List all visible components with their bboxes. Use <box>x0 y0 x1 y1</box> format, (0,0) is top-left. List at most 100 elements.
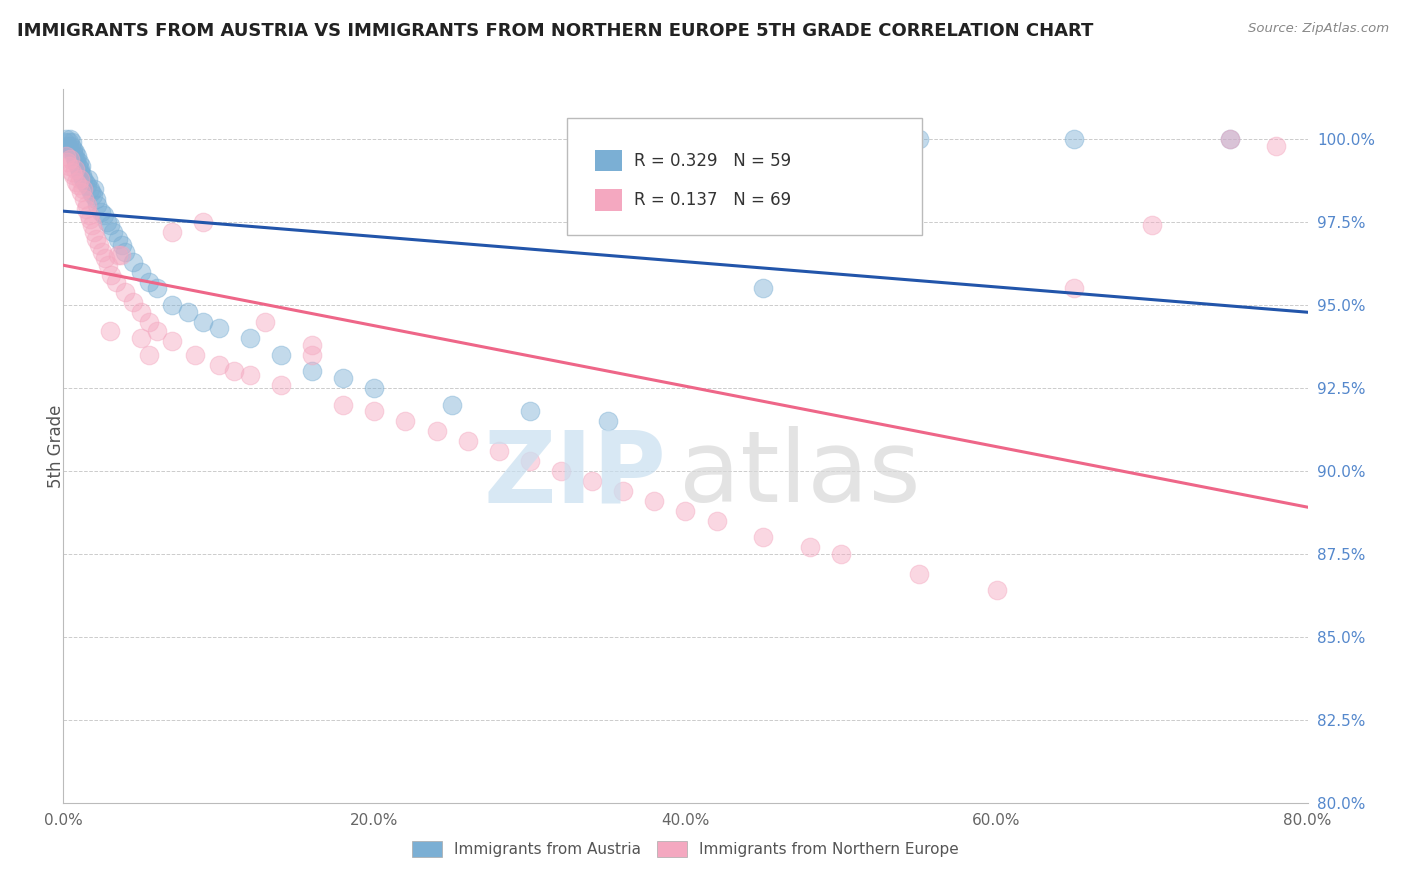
Point <box>73 192 96 206</box>
Point <box>145 281 167 295</box>
Point <box>63 161 86 176</box>
Point <box>59 152 82 166</box>
Point <box>76 198 98 212</box>
Y-axis label: 5th Grade: 5th Grade <box>48 404 65 488</box>
Text: ZIP: ZIP <box>484 426 666 523</box>
Point <box>83 182 105 196</box>
Point <box>830 547 852 561</box>
Point <box>63 148 86 162</box>
Point <box>80 185 103 199</box>
Point <box>70 159 93 173</box>
Point <box>239 331 262 345</box>
Point <box>101 225 124 239</box>
Point <box>58 142 80 156</box>
Point <box>70 169 93 183</box>
Point <box>62 142 84 156</box>
Point <box>224 364 246 378</box>
Point <box>363 381 385 395</box>
Point <box>138 275 160 289</box>
Point <box>110 248 132 262</box>
Point <box>907 132 929 146</box>
Point <box>160 334 183 349</box>
Point <box>114 244 136 259</box>
Point <box>581 474 603 488</box>
Point <box>60 136 83 150</box>
Point <box>58 159 80 173</box>
Point <box>675 504 697 518</box>
Point <box>56 155 79 169</box>
Point <box>98 325 121 339</box>
Point <box>67 178 90 193</box>
Point <box>270 348 292 362</box>
Point <box>79 182 101 196</box>
Point <box>67 155 90 169</box>
Point <box>270 377 292 392</box>
Point <box>160 298 183 312</box>
Point <box>53 136 76 150</box>
Point <box>122 294 145 309</box>
Bar <box>595 150 621 171</box>
Point <box>129 265 152 279</box>
Point <box>160 225 183 239</box>
Point <box>301 338 323 352</box>
Point <box>193 215 215 229</box>
Text: R = 0.137   N = 69: R = 0.137 N = 69 <box>634 191 792 209</box>
Point <box>83 225 105 239</box>
Point <box>84 231 107 245</box>
Text: Source: ZipAtlas.com: Source: ZipAtlas.com <box>1249 22 1389 36</box>
Point <box>907 566 929 581</box>
Point <box>93 208 115 222</box>
Point <box>488 444 510 458</box>
Point <box>107 248 129 262</box>
Point <box>1219 132 1241 146</box>
Point <box>752 530 775 544</box>
Point <box>69 171 91 186</box>
Point <box>184 348 207 362</box>
Point <box>138 348 160 362</box>
Bar <box>595 189 621 211</box>
Point <box>596 414 619 428</box>
Point <box>73 175 96 189</box>
Point <box>394 414 416 428</box>
Point <box>100 268 122 282</box>
Point <box>65 175 87 189</box>
Point <box>72 182 94 196</box>
Point <box>96 215 118 229</box>
Point <box>69 161 91 176</box>
Point <box>441 397 464 411</box>
Point <box>98 219 121 233</box>
Point <box>363 404 385 418</box>
Point <box>122 254 145 268</box>
Point <box>239 368 262 382</box>
Point <box>1140 219 1163 233</box>
Point <box>65 152 87 166</box>
Point <box>58 136 80 150</box>
FancyBboxPatch shape <box>567 118 922 235</box>
Point <box>457 434 479 448</box>
Point <box>90 205 112 219</box>
Point <box>129 304 152 318</box>
Point <box>86 198 108 212</box>
Point <box>94 252 117 266</box>
Point <box>1219 132 1241 146</box>
Point <box>519 404 541 418</box>
Point <box>76 178 98 193</box>
Point <box>63 145 86 160</box>
Point <box>111 238 134 252</box>
Point <box>706 514 728 528</box>
Point <box>80 219 103 233</box>
Point <box>114 285 136 299</box>
Point <box>105 275 128 289</box>
Point <box>97 258 120 272</box>
Point <box>77 171 100 186</box>
Point <box>1063 132 1085 146</box>
Point <box>77 208 100 222</box>
Point <box>82 188 104 202</box>
Point <box>72 171 94 186</box>
Text: IMMIGRANTS FROM AUSTRIA VS IMMIGRANTS FROM NORTHERN EUROPE 5TH GRADE CORRELATION: IMMIGRANTS FROM AUSTRIA VS IMMIGRANTS FR… <box>17 22 1094 40</box>
Point <box>62 169 84 183</box>
Point <box>62 145 84 160</box>
Point <box>129 331 152 345</box>
Point <box>301 364 323 378</box>
Point <box>67 159 90 173</box>
